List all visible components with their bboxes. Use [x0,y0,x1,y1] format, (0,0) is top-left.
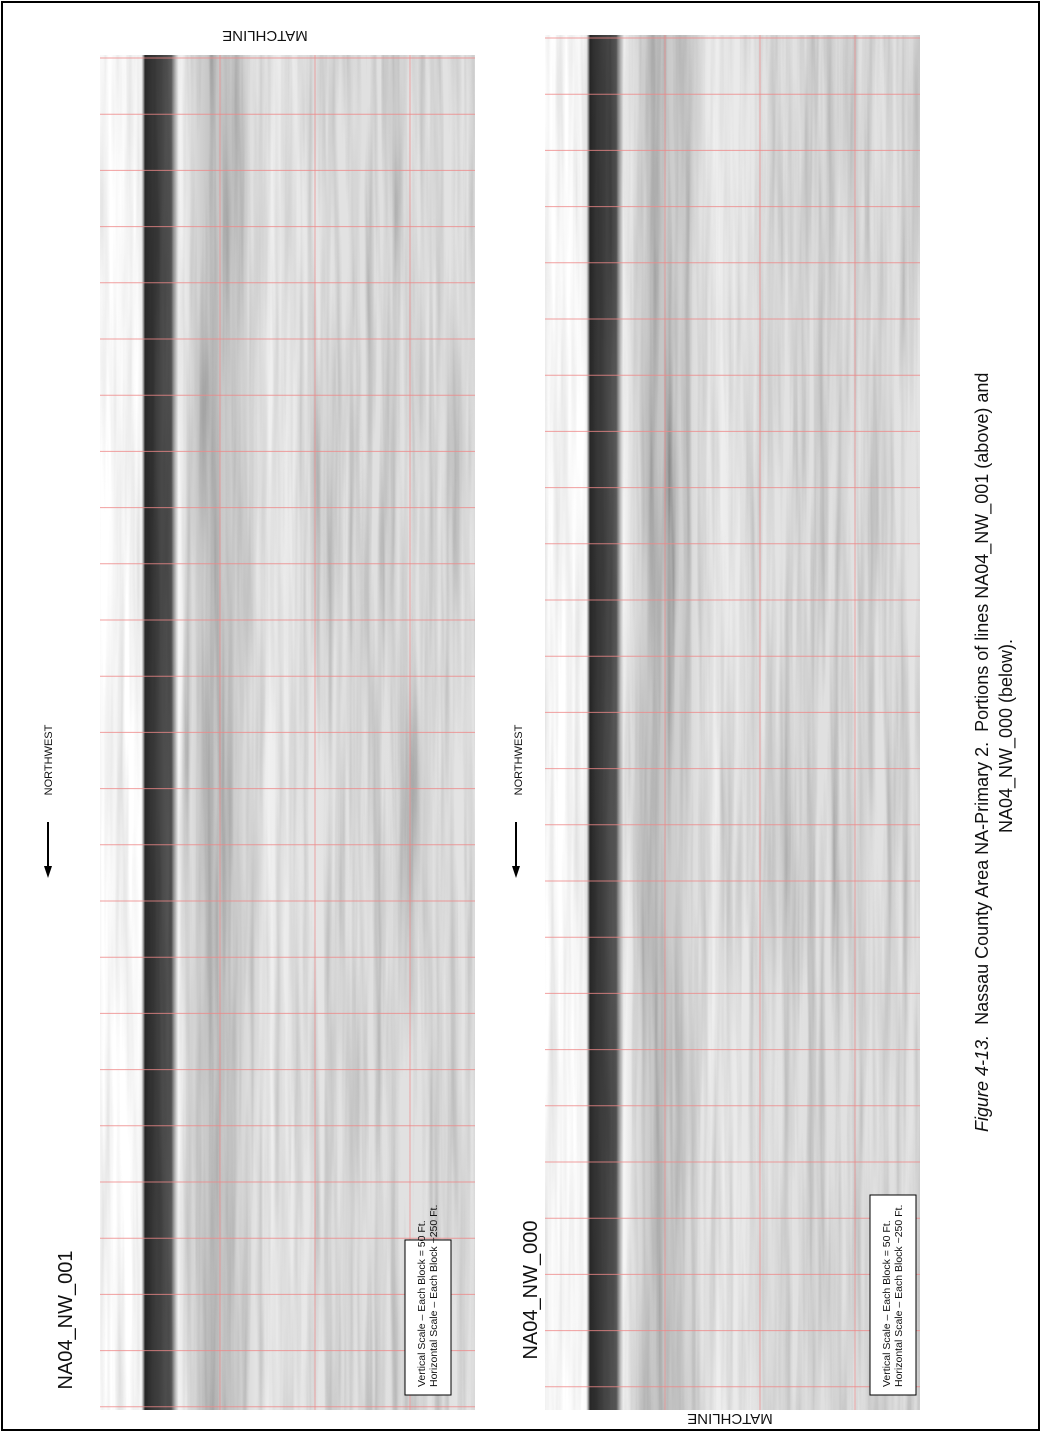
panels: MATCHLINE NORTHWEST NA04_NW_001 Vertical Sc… [43,27,920,1427]
direction-label: NORTHWEST [513,724,525,795]
scale-note: Vertical Scale – Each Block = 50 Ft. [416,1220,428,1387]
profile-panel: MATCHLINE NORTHWEST NA04_NW_001 Vertical Sc… [43,27,475,1410]
figure-label: Figure 4-13. [972,1035,992,1132]
direction-arrowhead [44,866,52,878]
direction-arrowhead [512,866,520,878]
line-id: NA04_NW_001 [55,1251,77,1390]
caption-line: NA04_NW_000 (below). [996,639,1017,833]
profile-panel: MATCHLINE NORTHWEST NA04_NW_000 Vertical Sc… [512,35,920,1427]
scale-note: Horizontal Scale – Each Block ~250 Ft. [428,1205,440,1387]
scale-note: Horizontal Scale – Each Block ~250 Ft. [893,1205,905,1387]
caption-text: Nassau County Area NA-Primary 2. Portion… [972,373,993,1035]
scale-note: Vertical Scale – Each Block = 50 Ft. [881,1220,893,1387]
matchline-label: MATCHLINE [687,1410,773,1427]
caption-line: Figure 4-13. Nassau County Area NA-Prima… [972,373,993,1132]
matchline-label: MATCHLINE [222,27,308,44]
line-id: NA04_NW_000 [520,1221,542,1360]
page: MATCHLINE NORTHWEST NA04_NW_001 Vertical Sc… [0,0,1041,1432]
caption: Figure 4-13. Nassau County Area NA-Prima… [972,373,1017,1132]
direction-label: NORTHWEST [43,724,55,795]
profile-shading [545,35,920,1410]
